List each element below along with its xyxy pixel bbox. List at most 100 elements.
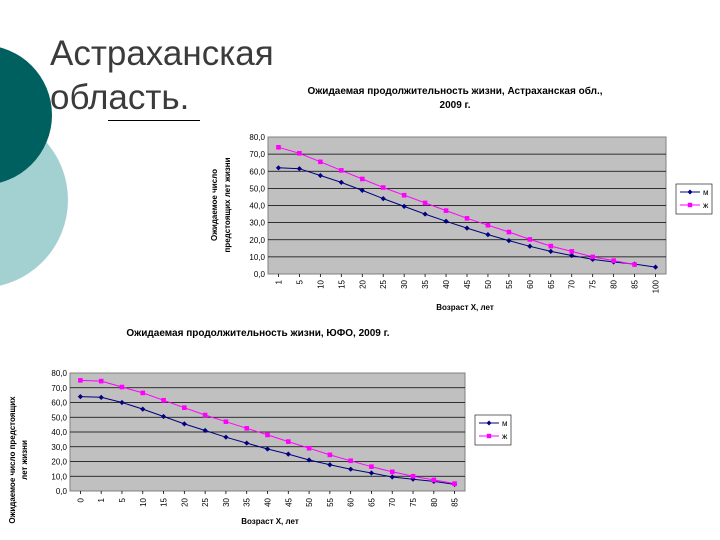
c1-point-m — [338, 179, 344, 185]
c1-x-tick-label: 20 — [358, 279, 367, 288]
c2-point-zh — [161, 397, 166, 403]
c2-y-tick-label: 0,0 — [56, 487, 68, 496]
c2-y-tick-label: 10,0 — [51, 472, 67, 481]
c2-point-m — [77, 394, 83, 400]
c2-point-zh — [140, 390, 146, 396]
c2-x-tick-label: 70 — [388, 497, 397, 506]
c1-point-m — [485, 232, 491, 238]
c2-point-zh — [348, 458, 353, 464]
c2-legend-box — [474, 414, 512, 446]
c1-point-zh — [464, 216, 470, 221]
deco-dark-circle — [0, 47, 52, 183]
c2-x-tick-label: 35 — [243, 497, 252, 506]
c2-x-tick-label: 0 — [76, 497, 85, 502]
c1-point-zh — [569, 249, 575, 254]
c1-x-tick-label: 65 — [547, 279, 556, 288]
c2-point-m — [348, 466, 354, 472]
c1-series-line-1 — [278, 146, 635, 266]
c1-x-tick-label: 85 — [631, 279, 640, 288]
c2-x-tick-label: 5 — [118, 497, 127, 502]
c1-x-tick-label: 100 — [652, 279, 661, 293]
c1-point-m — [464, 225, 470, 231]
c2-point-zh — [452, 481, 457, 486]
c1-y-tick-label: 10,0 — [249, 253, 265, 262]
c1-y-tick-label: 80,0 — [249, 133, 265, 142]
c1-point-zh — [506, 229, 512, 235]
c2-point-zh — [410, 473, 416, 479]
c1-point-m — [317, 172, 323, 179]
c2-y-tick-label: 30,0 — [51, 443, 67, 452]
c2-point-m — [410, 476, 416, 482]
c2-point-m — [140, 406, 146, 412]
c2-x-tick-label: 50 — [305, 497, 314, 506]
c2-y-axis-label-line2: лет жизни — [20, 440, 29, 480]
c2-point-m — [181, 421, 187, 427]
c2-point-m — [368, 470, 375, 476]
c2-point-m — [327, 462, 333, 468]
c1-x-tick-label: 30 — [400, 279, 409, 288]
c1-point-zh — [611, 258, 616, 263]
c2-point-zh — [431, 477, 437, 483]
c1-x-axis-label: Возраст X, лет — [436, 303, 494, 312]
c1-point-zh — [297, 150, 302, 156]
c1-y-tick-label: 20,0 — [249, 236, 265, 245]
c1-legend-marker — [687, 202, 693, 208]
c1-y-tick-label: 0,0 — [254, 270, 266, 279]
c2-point-m — [285, 451, 291, 457]
c1-x-tick-label: 10 — [316, 279, 325, 288]
c1-point-m — [569, 252, 575, 259]
c2-x-tick-label: 80 — [430, 497, 439, 506]
c1-point-m — [275, 165, 282, 171]
c2-point-zh — [244, 426, 250, 431]
c1-point-zh — [443, 208, 449, 213]
c2-legend-marker — [486, 420, 492, 426]
c1-y-tick-label: 50,0 — [249, 184, 265, 193]
c1-point-m — [296, 166, 303, 172]
c2-y-tick-label: 40,0 — [51, 428, 67, 437]
c2-x-tick-label: 40 — [264, 497, 273, 506]
c2-y-tick-label: 80,0 — [51, 369, 67, 378]
c2-point-m — [98, 394, 104, 400]
c1-x-tick-label: 5 — [295, 279, 304, 284]
c2-point-zh — [78, 378, 83, 383]
c1-point-zh — [339, 168, 344, 173]
c1-legend-label: м — [703, 188, 709, 197]
c2-point-zh — [265, 432, 270, 438]
c1-point-m — [652, 264, 659, 270]
c2-point-m — [244, 440, 250, 446]
c2-point-zh — [98, 378, 104, 384]
slide-title-line1: Астраханская — [50, 34, 274, 73]
c2-x-tick-label: 85 — [451, 497, 460, 506]
c1-x-tick-label: 15 — [337, 279, 346, 288]
c1-x-tick-label: 25 — [379, 279, 388, 288]
c1-x-tick-label: 1 — [274, 279, 283, 284]
c1-y-tick-label: 60,0 — [249, 167, 265, 176]
c2-point-zh — [306, 445, 312, 451]
c1-point-zh — [359, 176, 365, 182]
slide-title-line2: область. — [50, 78, 190, 117]
c2-x-tick-label: 25 — [201, 497, 210, 506]
c1-x-tick-label: 35 — [421, 279, 430, 288]
c1-point-m — [443, 218, 449, 224]
c2-x-tick-label: 10 — [139, 497, 148, 506]
c1-title: Ожидаемая продолжительность жизни, Астра… — [307, 85, 602, 97]
c1-point-zh — [380, 185, 386, 190]
c1-x-tick-label: 70 — [568, 279, 577, 288]
c2-y-tick-label: 60,0 — [51, 399, 67, 408]
c2-y-tick-label: 50,0 — [51, 413, 67, 422]
c2-point-zh — [389, 469, 395, 475]
c1-x-tick-label: 50 — [484, 279, 493, 288]
c1-y-tick-label: 70,0 — [249, 150, 265, 159]
c2-point-zh — [223, 419, 229, 424]
c2-y-tick-label: 20,0 — [51, 458, 67, 467]
c2-point-zh — [285, 439, 291, 444]
c2-x-tick-label: 30 — [222, 497, 231, 506]
slide-title: Астраханская область. — [50, 32, 274, 120]
title-underline — [108, 120, 200, 121]
c2-point-zh — [119, 384, 125, 390]
c1-point-m — [359, 187, 365, 194]
c2-point-m — [160, 413, 167, 420]
c2-point-m — [223, 434, 229, 440]
c2-title: Ожидаемая продолжительность жизни, ЮФО, … — [126, 328, 389, 339]
c1-x-tick-label: 55 — [505, 279, 514, 288]
